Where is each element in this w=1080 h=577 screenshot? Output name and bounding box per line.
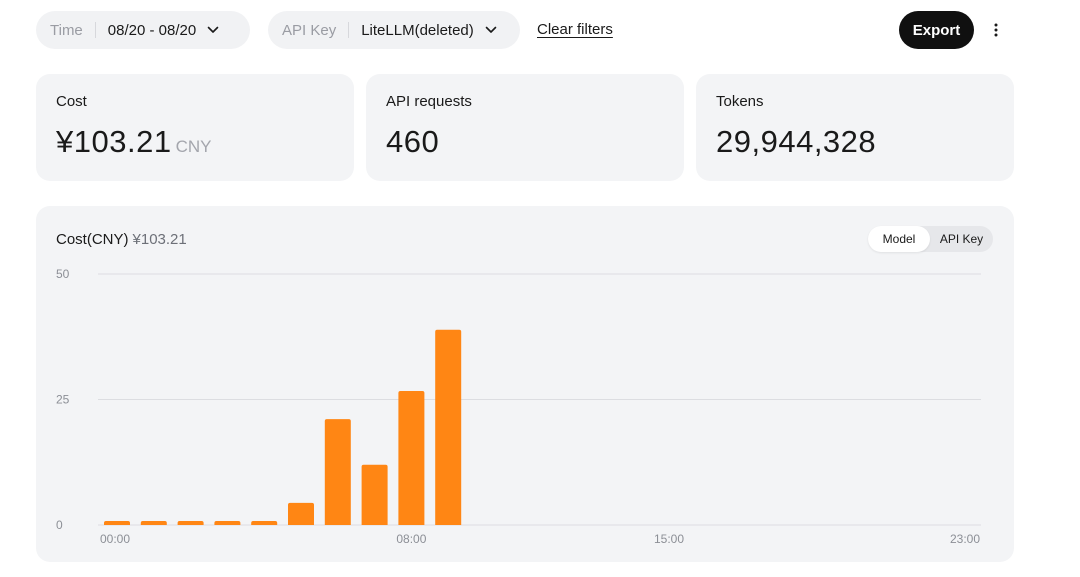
tokens-label: Tokens	[716, 93, 764, 110]
y-tick-label: 25	[56, 393, 70, 407]
chevron-down-icon	[206, 23, 220, 37]
x-tick-label: 08:00	[396, 532, 426, 546]
divider	[348, 22, 350, 38]
chart-total: ¥103.21	[132, 231, 187, 248]
cost-unit: CNY	[175, 137, 212, 156]
bar-0500	[288, 502, 314, 525]
bar-0100	[140, 520, 167, 525]
bar-0900	[435, 329, 462, 525]
more-vertical-icon[interactable]	[986, 20, 1006, 40]
cost-chart-card: Cost(CNY) ¥103.21 Model API Key 0 25 50 00:0…	[36, 206, 1014, 562]
cost-card: Cost ¥103.21 CNY	[36, 74, 354, 181]
y-tick-label: 50	[56, 267, 70, 281]
bar-0600	[324, 419, 351, 525]
export-button[interactable]: Export	[899, 11, 974, 49]
x-tick-label: 23:00	[950, 532, 980, 546]
bar-0200	[177, 520, 204, 525]
chevron-down-icon	[484, 23, 498, 37]
cost-value: ¥103.21	[56, 124, 172, 159]
time-filter-label: Time	[50, 21, 83, 39]
toggle-api-key[interactable]: API Key	[939, 232, 984, 246]
x-tick-label: 00:00	[100, 532, 130, 546]
api-key-filter-value: LiteLLM(deleted)	[361, 21, 474, 39]
api-requests-value: 460	[386, 124, 440, 159]
group-by-toggle: Model API Key	[868, 226, 993, 252]
toggle-model[interactable]: Model	[868, 226, 930, 252]
tokens-card: Tokens 29,944,328	[696, 74, 1014, 181]
cost-bar-chart: 0 25 50 00:00 08:00 15:00 23:00	[56, 267, 981, 546]
api-key-filter-label: API Key	[282, 21, 337, 39]
chart-header: Cost(CNY) ¥103.21	[56, 231, 187, 248]
api-key-filter[interactable]: API Key LiteLLM(deleted)	[268, 11, 520, 49]
chart-title: Cost(CNY)	[56, 231, 129, 248]
divider	[94, 22, 96, 38]
bar-0800	[398, 390, 425, 525]
clear-filters-link[interactable]: Clear filters	[537, 21, 613, 38]
filter-bar: Time 08/20 - 08/20 API Key LiteLLM(delet…	[36, 11, 1014, 49]
cost-value-row: ¥103.21 CNY	[56, 124, 334, 160]
api-requests-label: API requests	[386, 93, 472, 110]
bar-0300	[214, 520, 241, 525]
time-filter-value: 08/20 - 08/20	[107, 21, 197, 39]
tokens-value: 29,944,328	[716, 124, 877, 159]
bar-0700	[361, 464, 388, 525]
time-filter[interactable]: Time 08/20 - 08/20	[36, 11, 250, 49]
bar-0400	[251, 520, 278, 525]
cost-label: Cost	[56, 93, 87, 110]
bar-0000	[104, 520, 130, 525]
y-tick-label: 0	[56, 518, 63, 532]
api-requests-card: API requests 460	[366, 74, 684, 181]
x-tick-label: 15:00	[654, 532, 684, 546]
